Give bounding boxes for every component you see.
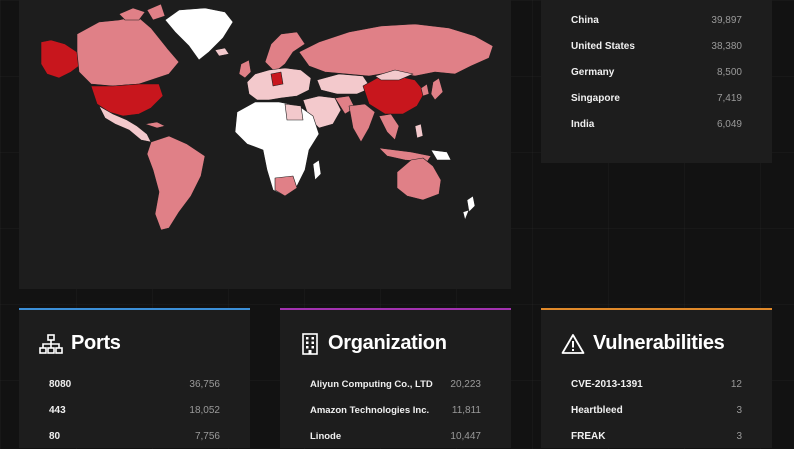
country-name: India xyxy=(571,118,595,130)
sitemap-icon xyxy=(39,333,63,354)
ports-card: Ports 8080 36,756 443 18,052 80 7,756 xyxy=(19,308,250,448)
organization-count: 10,447 xyxy=(450,430,481,442)
map-region-madagascar[interactable] xyxy=(312,159,322,181)
vulnerabilities-card: Vulnerabilities CVE-2013-1391 12 Heartbl… xyxy=(541,308,772,448)
map-region-iceland[interactable] xyxy=(214,47,230,57)
country-count: 38,380 xyxy=(711,40,742,52)
vulnerability-name: Heartbleed xyxy=(571,404,623,416)
world-map[interactable] xyxy=(19,0,511,289)
port-row[interactable]: 80 7,756 xyxy=(49,423,220,449)
country-name: Singapore xyxy=(571,92,620,104)
vulnerability-count: 3 xyxy=(736,404,742,416)
country-name: United States xyxy=(571,40,635,52)
organization-name: Amazon Technologies Inc. xyxy=(310,404,430,416)
map-region-canada[interactable] xyxy=(76,15,180,87)
vulnerabilities-title: Vulnerabilities xyxy=(593,332,725,354)
country-row[interactable]: Germany 8,500 xyxy=(571,59,742,85)
map-region-south-america[interactable] xyxy=(146,135,206,231)
map-region-central-asia[interactable] xyxy=(316,73,372,95)
map-region-papua[interactable] xyxy=(430,149,452,161)
map-region-china[interactable] xyxy=(362,75,426,115)
map-region-africa[interactable] xyxy=(234,101,320,197)
port-number: 8080 xyxy=(49,378,72,390)
port-row[interactable]: 8080 36,756 xyxy=(49,371,220,397)
map-region-egypt[interactable] xyxy=(284,103,304,121)
ports-title: Ports xyxy=(71,332,121,354)
country-row[interactable]: Singapore 7,419 xyxy=(571,85,742,111)
country-count: 8,500 xyxy=(716,66,742,78)
port-count: 7,756 xyxy=(194,430,220,442)
map-region-southeast-asia[interactable] xyxy=(378,113,400,141)
map-region-australia[interactable] xyxy=(396,157,442,201)
map-region-indonesia[interactable] xyxy=(378,147,432,163)
organization-count: 20,223 xyxy=(450,378,481,390)
organization-name: Aliyun Computing Co., LTD xyxy=(310,378,433,390)
map-region-arctic-islands[interactable] xyxy=(118,3,166,21)
country-count: 7,419 xyxy=(716,92,742,104)
warning-icon xyxy=(561,333,585,354)
port-count: 18,052 xyxy=(189,404,220,416)
map-region-korea[interactable] xyxy=(420,83,430,97)
organization-list: Aliyun Computing Co., LTD 20,223 Amazon … xyxy=(310,371,481,449)
vulnerability-count: 12 xyxy=(730,378,742,390)
organization-row[interactable]: Aliyun Computing Co., LTD 20,223 xyxy=(310,371,481,397)
map-region-russia[interactable] xyxy=(298,23,494,77)
organization-title: Organization xyxy=(328,332,447,354)
map-region-japan[interactable] xyxy=(430,77,444,101)
country-name: China xyxy=(571,14,599,26)
country-row[interactable]: United States 38,380 xyxy=(571,33,742,59)
map-region-alaska[interactable] xyxy=(40,39,80,79)
ports-list: 8080 36,756 443 18,052 80 7,756 xyxy=(49,371,220,449)
country-name: Germany xyxy=(571,66,615,78)
vulnerabilities-header: Vulnerabilities xyxy=(561,332,725,355)
vulnerabilities-list: CVE-2013-1391 12 Heartbleed 3 FREAK 3 xyxy=(571,371,742,449)
vulnerability-row[interactable]: Heartbleed 3 xyxy=(571,397,742,423)
organization-card: Organization Aliyun Computing Co., LTD 2… xyxy=(280,308,511,448)
building-icon xyxy=(302,332,318,355)
country-row[interactable]: China 39,897 xyxy=(571,7,742,33)
port-count: 36,756 xyxy=(189,378,220,390)
map-region-germany[interactable] xyxy=(270,71,284,87)
map-region-india[interactable] xyxy=(348,103,376,143)
vulnerability-name: CVE-2013-1391 xyxy=(571,378,643,390)
vulnerability-row[interactable]: CVE-2013-1391 12 xyxy=(571,371,742,397)
organization-name: Linode xyxy=(310,430,342,442)
map-region-new-zealand[interactable] xyxy=(462,195,476,221)
vulnerability-row[interactable]: FREAK 3 xyxy=(571,423,742,449)
map-region-greenland[interactable] xyxy=(164,7,234,61)
map-region-south-africa[interactable] xyxy=(274,175,298,197)
top-countries-panel: China 39,897 United States 38,380 German… xyxy=(541,0,772,163)
vulnerability-count: 3 xyxy=(736,430,742,442)
port-number: 80 xyxy=(49,430,61,442)
map-region-philippines[interactable] xyxy=(414,123,424,139)
map-region-uk[interactable] xyxy=(238,59,252,79)
port-number: 443 xyxy=(49,404,66,416)
ports-header: Ports xyxy=(39,332,121,355)
port-row[interactable]: 443 18,052 xyxy=(49,397,220,423)
country-row[interactable]: India 6,049 xyxy=(571,111,742,137)
country-count: 39,897 xyxy=(711,14,742,26)
country-list: China 39,897 United States 38,380 German… xyxy=(571,7,742,137)
country-count: 6,049 xyxy=(716,118,742,130)
map-region-caribbean[interactable] xyxy=(144,121,166,129)
map-region-mongolia[interactable] xyxy=(374,69,414,81)
organization-count: 11,811 xyxy=(451,404,481,416)
organization-row[interactable]: Linode 10,447 xyxy=(310,423,481,449)
organization-row[interactable]: Amazon Technologies Inc. 11,811 xyxy=(310,397,481,423)
vulnerability-name: FREAK xyxy=(571,430,606,442)
organization-header: Organization xyxy=(300,332,447,355)
world-map-panel xyxy=(19,0,511,289)
